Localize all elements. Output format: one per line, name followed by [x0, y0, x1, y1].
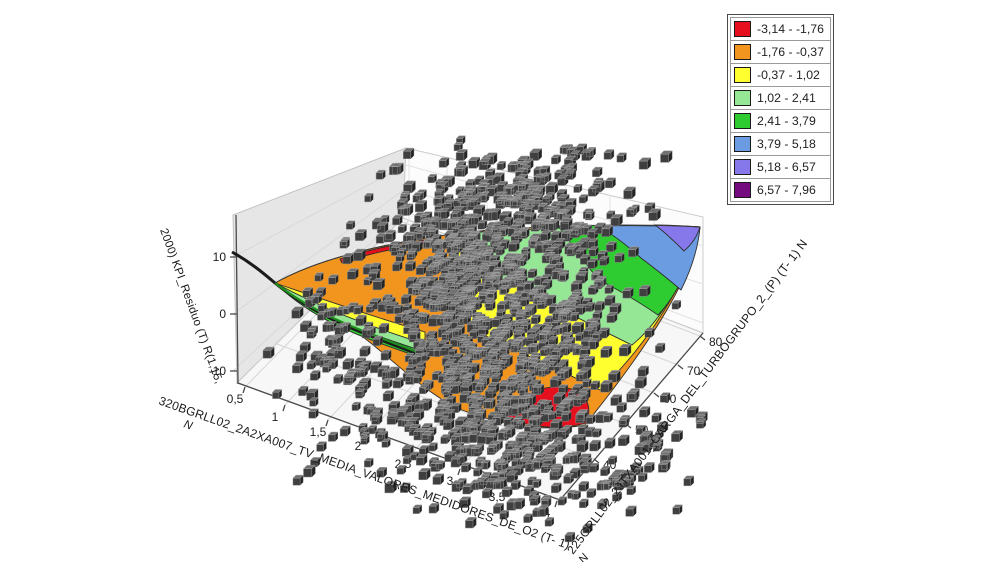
- z-tick-label: 10: [213, 250, 227, 264]
- x-tick: [554, 500, 558, 508]
- legend: -3,14 - -1,76 -1,76 - -0,37 -0,37 - 1,02 1,…: [727, 14, 834, 205]
- x-tick-label: 1,5: [310, 425, 327, 439]
- z-axis: [235, 214, 239, 385]
- x-axis-unit: N: [182, 419, 194, 433]
- x-tick: [457, 468, 461, 476]
- y-axis-unit: N: [577, 551, 592, 562]
- legend-range-label: -0,37 - 1,02: [757, 68, 820, 82]
- legend-swatch: [734, 182, 751, 198]
- legend-item: -0,37 - 1,02: [730, 63, 831, 87]
- y-tick: [699, 335, 706, 341]
- legend-range-label: 1,02 - 2,41: [757, 91, 816, 105]
- y-tick-label: 70: [687, 364, 701, 378]
- legend-item: -1,76 - -0,37: [730, 40, 831, 64]
- legend-swatch: [734, 67, 751, 83]
- x-tick-label: 3: [447, 474, 454, 488]
- legend-range-label: -3,14 - -1,76: [757, 22, 824, 36]
- x-tick: [242, 386, 246, 394]
- x-tick: [282, 404, 286, 412]
- y-tick-label: 80: [709, 335, 723, 349]
- legend-swatch: [734, 90, 751, 106]
- legend-item: -3,14 - -1,76: [730, 17, 831, 41]
- surface-lower-edge-green: [274, 282, 429, 358]
- legend-swatch: [734, 21, 751, 37]
- legend-range-label: 2,41 - 3,79: [757, 114, 816, 128]
- legend-item: 5,18 - 6,57: [730, 155, 831, 179]
- z-tick-label: -10: [209, 364, 227, 378]
- legend-item: 1,02 - 2,41: [730, 86, 831, 110]
- legend-swatch: [734, 159, 751, 175]
- legend-swatch: [734, 113, 751, 129]
- legend-range-label: -1,76 - -0,37: [757, 45, 824, 59]
- legend-range-label: 5,18 - 6,57: [757, 160, 816, 174]
- scatter-point-cloud: [262, 135, 709, 543]
- x-tick-label: 2: [355, 439, 362, 453]
- x-tick-label: 0,5: [227, 392, 244, 406]
- cube-top-faces: [262, 135, 709, 536]
- z-tick-label: 0: [219, 307, 226, 321]
- y-tick: [593, 458, 600, 464]
- wall-grid-line: [232, 188, 406, 315]
- x-tick: [325, 419, 329, 427]
- y-tick: [653, 392, 660, 398]
- x-tick-label: 1: [272, 410, 279, 424]
- x-tick-label: 3,5: [489, 490, 506, 504]
- wall-grid-line: [232, 164, 407, 258]
- legend-item: 3,79 - 5,18: [730, 132, 831, 156]
- legend-swatch: [734, 136, 751, 152]
- legend-range-label: 6,57 - 7,96: [757, 183, 816, 197]
- y-tick: [677, 364, 684, 370]
- legend-range-label: 3,79 - 5,18: [757, 137, 816, 151]
- legend-swatch: [734, 44, 751, 60]
- legend-item: 2,41 - 3,79: [730, 109, 831, 133]
- legend-item: 6,57 - 7,96: [730, 178, 831, 202]
